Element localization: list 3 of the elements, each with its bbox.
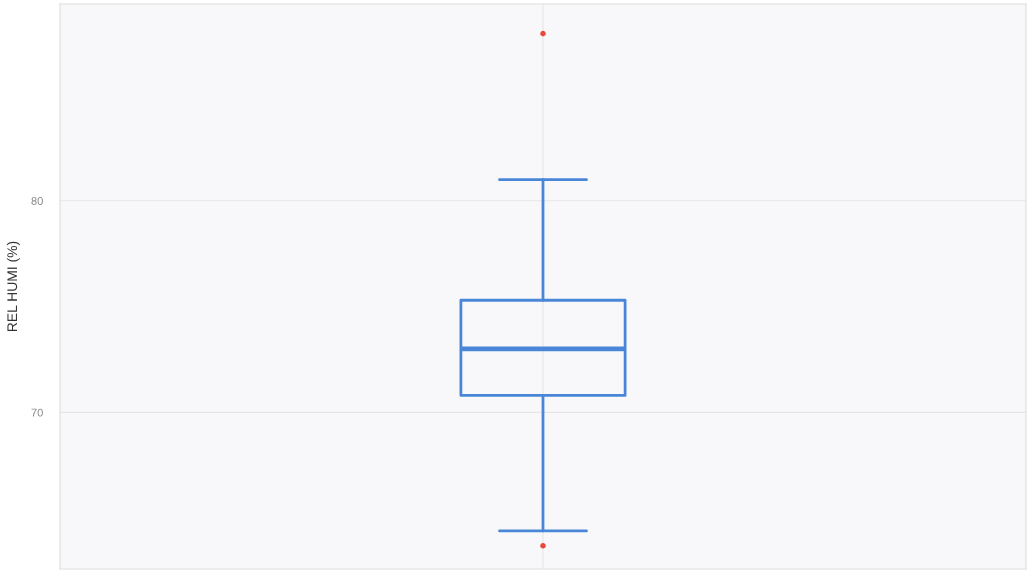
y-axis-title: REL HUMI (%) <box>6 241 20 332</box>
y-tick-label: 70 <box>31 408 43 417</box>
y-tick-label: 80 <box>31 197 43 205</box>
